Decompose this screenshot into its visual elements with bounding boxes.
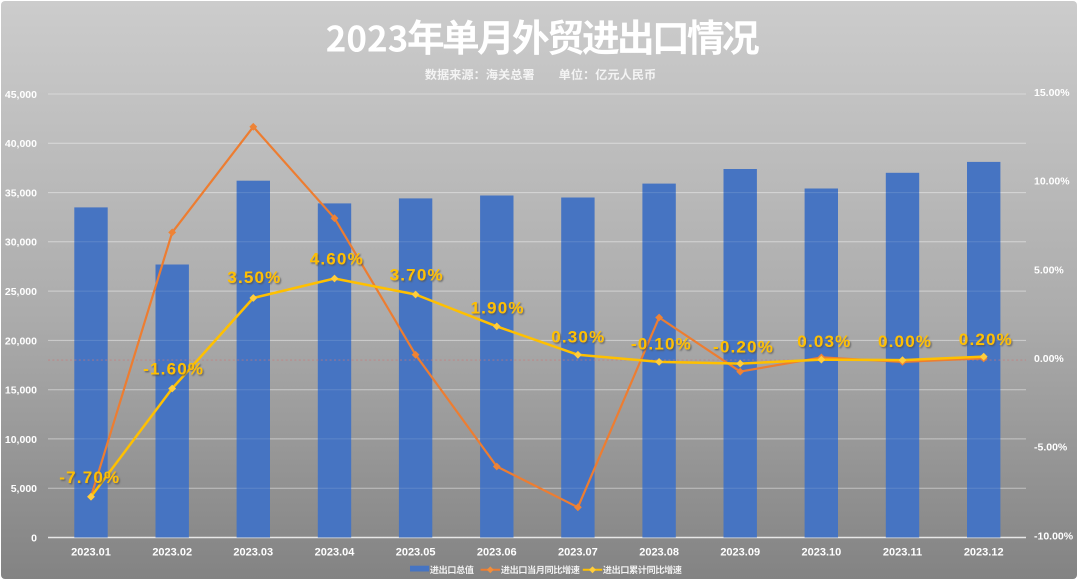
svg-text:0.00%: 0.00%	[878, 332, 932, 351]
svg-text:-10.00%: -10.00%	[1034, 530, 1074, 542]
svg-text:2023.12: 2023.12	[964, 547, 1004, 559]
svg-text:10.00%: 10.00%	[1034, 176, 1070, 188]
svg-text:0.30%: 0.30%	[551, 327, 605, 346]
svg-text:2023.08: 2023.08	[639, 547, 679, 559]
svg-text:2023.02: 2023.02	[152, 547, 192, 559]
svg-text:2023.09: 2023.09	[720, 547, 760, 559]
svg-text:15,000: 15,000	[5, 385, 37, 397]
svg-text:20,000: 20,000	[5, 335, 37, 347]
svg-text:2023.03: 2023.03	[233, 547, 273, 559]
svg-text:0.20%: 0.20%	[959, 330, 1013, 349]
svg-text:2023.06: 2023.06	[477, 547, 517, 559]
svg-text:3.70%: 3.70%	[390, 265, 444, 284]
svg-text:5,000: 5,000	[11, 483, 37, 495]
svg-text:2023.05: 2023.05	[396, 547, 436, 559]
svg-text:5.00%: 5.00%	[1034, 264, 1064, 276]
svg-text:-1.60%: -1.60%	[143, 360, 204, 379]
svg-text:2023.01: 2023.01	[71, 547, 111, 559]
svg-text:2023.07: 2023.07	[558, 547, 598, 559]
svg-text:0.03%: 0.03%	[797, 332, 851, 351]
svg-text:15.00%: 15.00%	[1034, 87, 1070, 99]
svg-text:2023.04: 2023.04	[315, 547, 356, 559]
svg-text:1.90%: 1.90%	[470, 299, 524, 318]
svg-text:0.00%: 0.00%	[1034, 353, 1064, 365]
svg-text:2023.10: 2023.10	[802, 547, 842, 559]
svg-text:10,000: 10,000	[5, 434, 37, 446]
svg-text:35,000: 35,000	[5, 188, 37, 200]
svg-text:3.50%: 3.50%	[227, 268, 281, 287]
svg-text:4.60%: 4.60%	[310, 250, 364, 269]
svg-text:40,000: 40,000	[5, 138, 37, 150]
svg-text:30,000: 30,000	[5, 237, 37, 249]
svg-text:-0.10%: -0.10%	[631, 334, 692, 353]
svg-text:-7.70%: -7.70%	[59, 468, 120, 487]
svg-text:45,000: 45,000	[5, 89, 37, 101]
svg-text:0: 0	[31, 532, 37, 544]
svg-text:25,000: 25,000	[5, 286, 37, 298]
svg-text:-0.20%: -0.20%	[713, 338, 774, 357]
svg-text:-5.00%: -5.00%	[1034, 442, 1068, 454]
svg-text:2023.11: 2023.11	[883, 547, 922, 559]
